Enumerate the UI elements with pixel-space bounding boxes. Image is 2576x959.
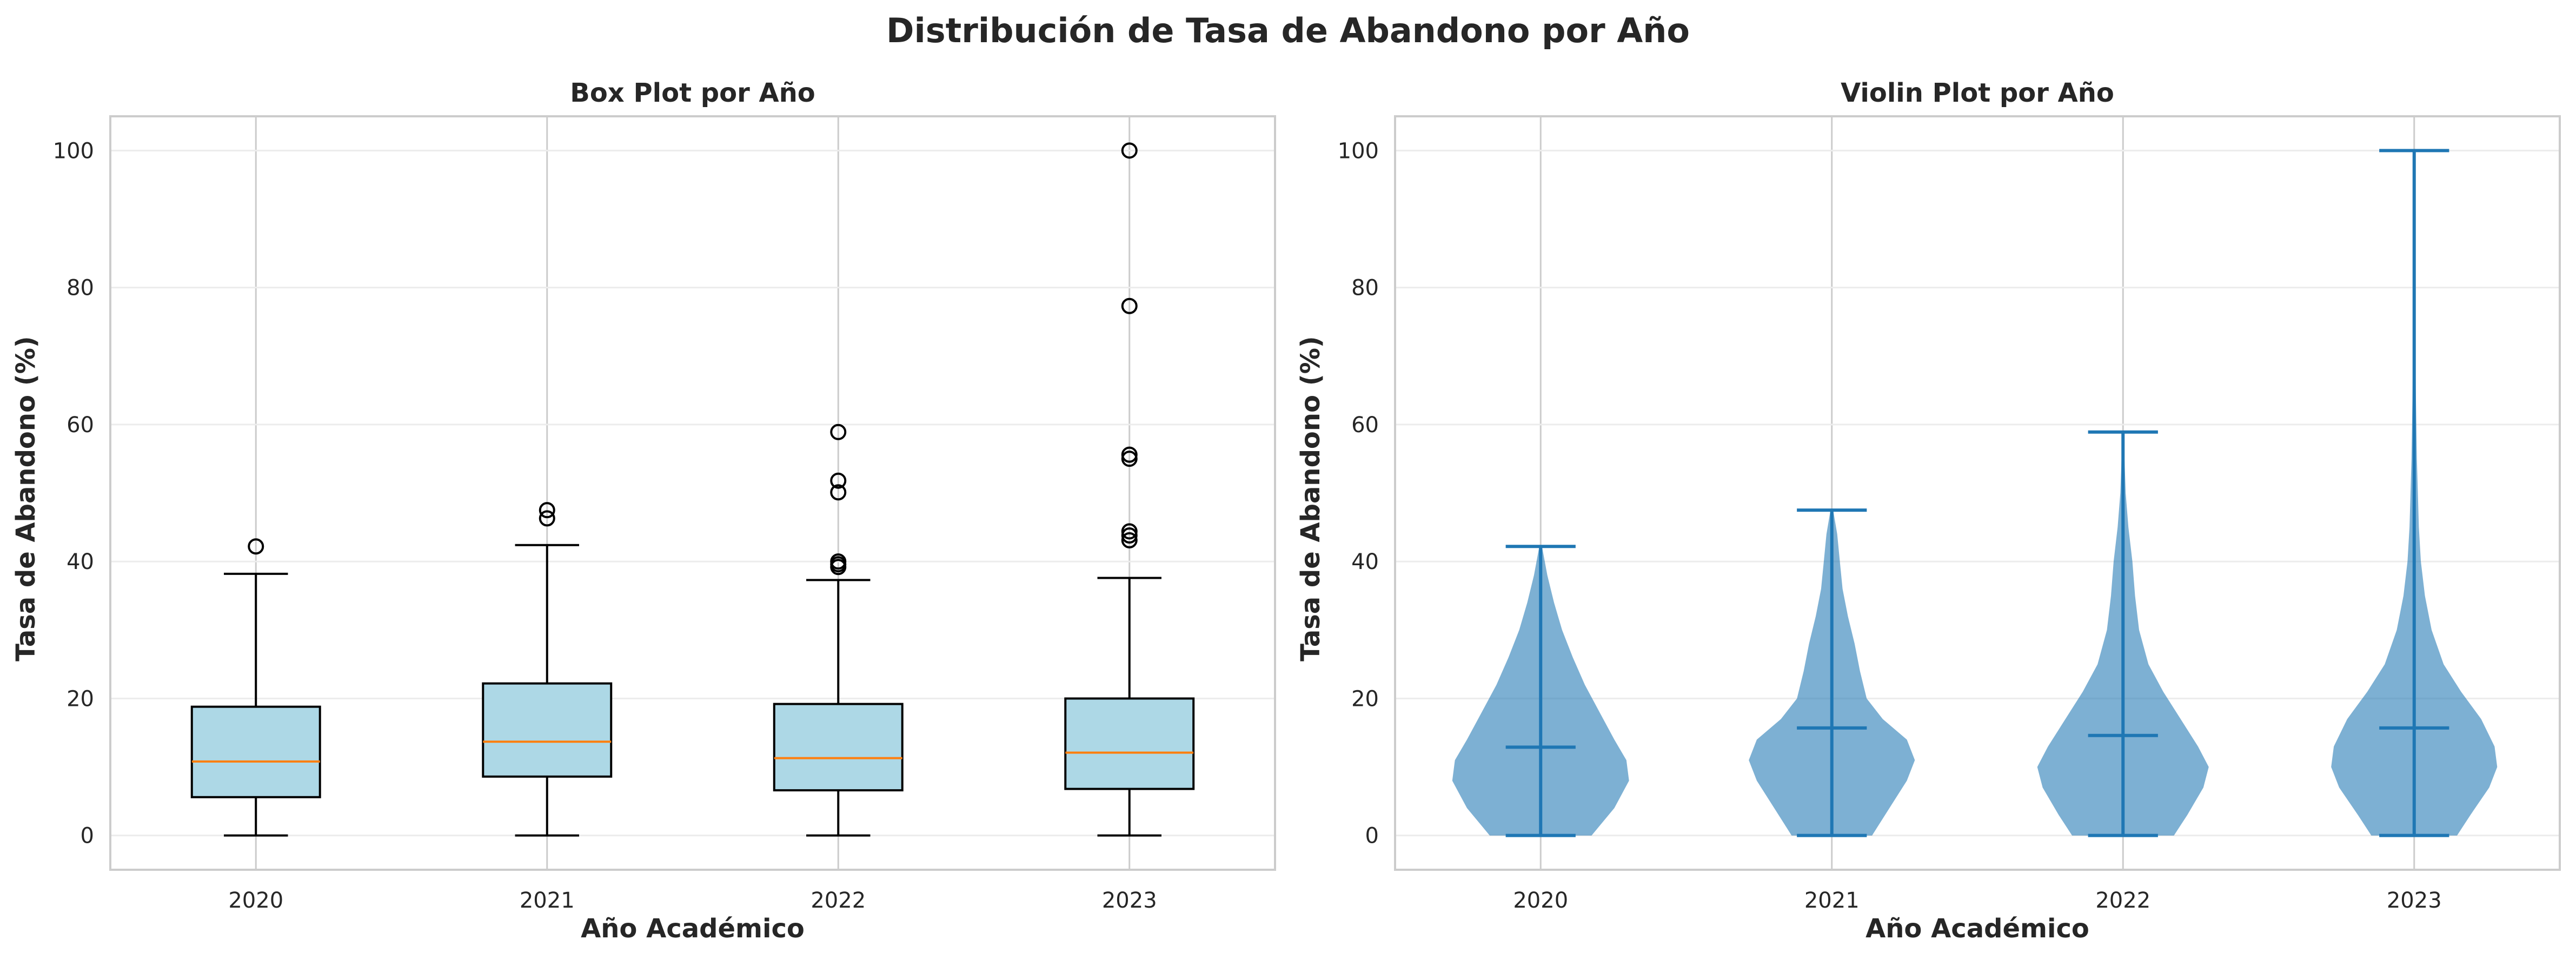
box-2023 <box>1064 142 1195 837</box>
outlier-point <box>1121 523 1138 540</box>
box-2020 <box>190 538 321 837</box>
box-plot-panel: Box Plot por Año Año Académico Tasa de A… <box>11 78 1276 944</box>
box-plot-y-axis-label: Tasa de Abandono (%) <box>11 336 41 661</box>
y-tick-label: 0 <box>1365 824 1379 849</box>
outlier-point <box>539 510 555 527</box>
outlier-point <box>1121 297 1138 314</box>
violin-2020 <box>1452 545 1629 837</box>
iqr-box <box>1064 697 1195 790</box>
iqr-box <box>190 705 321 798</box>
outlier-point <box>1121 142 1138 159</box>
violin-2021 <box>1749 508 1915 837</box>
y-tick-label: 60 <box>67 413 94 438</box>
outlier-point <box>830 472 847 489</box>
iqr-box <box>773 703 904 792</box>
x-tick-label: 2021 <box>1804 888 1860 913</box>
box-2022 <box>773 424 904 837</box>
outlier-point <box>539 502 555 519</box>
x-tick-label: 2020 <box>1513 888 1568 913</box>
y-tick-label: 100 <box>1338 138 1379 163</box>
outlier-point <box>1121 451 1138 467</box>
violin-2023 <box>2331 149 2498 837</box>
x-tick-label: 2023 <box>1102 888 1157 913</box>
x-tick-label: 2022 <box>811 888 866 913</box>
violin-2022 <box>2037 430 2209 837</box>
outlier-point <box>830 424 847 440</box>
x-tick-label: 2020 <box>228 888 283 913</box>
outlier-point <box>1121 446 1138 463</box>
y-tick-label: 0 <box>81 824 94 849</box>
outlier-point <box>248 538 264 555</box>
y-tick-label: 20 <box>1351 686 1379 711</box>
box-plot-title: Box Plot por Año <box>570 78 815 108</box>
violin-plot-y-axis-label: Tasa de Abandono (%) <box>1296 336 1326 661</box>
violin-plot-x-axis-label: Año Académico <box>1865 914 2089 944</box>
violin-plot-title: Violin Plot por Año <box>1841 78 2114 108</box>
violin-plot-panel: Violin Plot por Año Año Académico Tasa d… <box>1296 78 2561 944</box>
axes-frame <box>109 115 1276 871</box>
y-tick-label: 80 <box>67 276 94 301</box>
y-tick-label: 100 <box>53 138 94 163</box>
outlier-point <box>830 553 847 570</box>
y-tick-label: 40 <box>1351 550 1379 574</box>
y-tick-label: 60 <box>1351 413 1379 438</box>
outlier-point <box>830 484 847 501</box>
axes-frame <box>1394 115 2561 871</box>
y-tick-label: 40 <box>67 550 94 574</box>
outlier-point <box>1121 527 1138 544</box>
box-2021 <box>482 502 613 837</box>
figure-title: Distribución de Tasa de Abandono por Año <box>886 11 1690 50</box>
box-plot-x-axis-label: Año Académico <box>581 914 805 944</box>
x-tick-label: 2021 <box>520 888 575 913</box>
x-tick-label: 2023 <box>2387 888 2442 913</box>
y-tick-label: 20 <box>67 686 94 711</box>
iqr-box <box>482 682 613 778</box>
x-tick-label: 2022 <box>2095 888 2150 913</box>
outlier-point <box>1121 532 1138 548</box>
y-tick-label: 80 <box>1351 276 1379 301</box>
